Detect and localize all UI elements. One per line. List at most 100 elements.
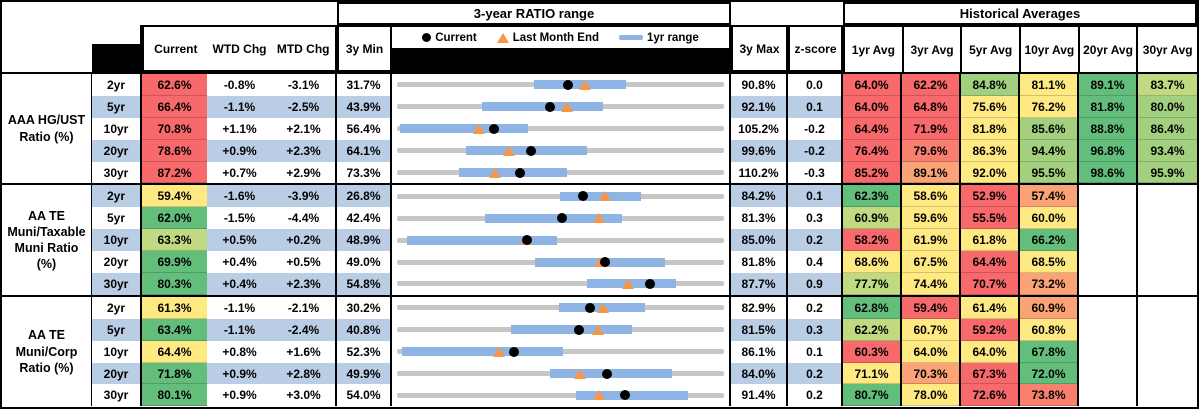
last-month-end-marker bbox=[503, 145, 516, 156]
tenor-cell: 2yr bbox=[92, 296, 142, 319]
3y-min-cell: 54.8% bbox=[337, 273, 392, 295]
historical-avg-cell bbox=[1079, 362, 1138, 385]
historical-avg-cell bbox=[1138, 318, 1197, 341]
historical-avg-cell: 62.8% bbox=[843, 296, 902, 319]
z-score-cell: 0.1 bbox=[788, 185, 843, 208]
historical-avg-cell: 76.2% bbox=[1020, 95, 1079, 118]
range-chart-cell bbox=[392, 74, 731, 96]
range-chart-cell bbox=[392, 340, 731, 363]
historical-avg-cell: 59.6% bbox=[902, 207, 961, 230]
historical-avg-cell bbox=[1079, 185, 1138, 208]
historical-avg-cell: 64.8% bbox=[902, 95, 961, 118]
mtd-chg-cell: -2.1% bbox=[272, 296, 337, 319]
last-month-end-triangle-icon bbox=[496, 32, 509, 43]
wtd-chg-cell: -1.5% bbox=[223, 211, 256, 226]
range-chart-cell bbox=[392, 229, 731, 252]
historical-avg-cell bbox=[1138, 185, 1197, 208]
3y-min-cell: 42.4% bbox=[337, 207, 392, 230]
data-row: 5yr 63.4% -1.1% -2.4% 40.8% 81.5% 0.3 62.2% 60.7… bbox=[92, 318, 1197, 341]
last-month-end-marker bbox=[621, 278, 634, 289]
wtd-chg-cell: +1.1% bbox=[222, 121, 257, 136]
3y-min-cell: 49.0% bbox=[337, 251, 392, 274]
tenor-cell: 20yr bbox=[92, 251, 142, 274]
historical-avg-cell bbox=[1138, 273, 1197, 295]
historical-avg-cell: 72.0% bbox=[1020, 362, 1079, 385]
z-score-cell: 0.2 bbox=[788, 362, 843, 385]
3y-max-cell: 110.2% bbox=[731, 161, 788, 184]
1yr-range-bar bbox=[511, 325, 633, 335]
historical-avg-cell: 75.6% bbox=[961, 95, 1020, 118]
historical-avg-cell: 95.5% bbox=[1020, 161, 1079, 184]
range-banner: 3-year RATIO range bbox=[337, 2, 731, 25]
data-row: 30yr 80.3% +0.4% +2.3% 54.8% 87.7% 0.9 77.7% 74.… bbox=[92, 273, 1197, 295]
3y-max-cell: 90.8% bbox=[731, 74, 788, 96]
group-label: AAA HG/UST Ratio (%) bbox=[2, 74, 92, 184]
1yr-range-bar bbox=[407, 235, 558, 245]
historical-avg-cell: 74.4% bbox=[902, 273, 961, 295]
last-month-end-marker bbox=[596, 302, 609, 313]
historical-avg-cell: 73.8% bbox=[1020, 384, 1079, 407]
range-chart-cell bbox=[392, 318, 731, 341]
historical-avg-cell bbox=[1138, 229, 1197, 252]
3y-max-cell: 86.1% bbox=[731, 340, 788, 363]
current-dot-icon bbox=[422, 33, 432, 42]
current-marker bbox=[522, 235, 533, 246]
historical-avg-cell bbox=[1079, 251, 1138, 274]
historical-avg-cell bbox=[1138, 340, 1197, 363]
3y-max-cell: 84.2% bbox=[731, 185, 788, 208]
current-value-cell: 62.6% bbox=[142, 74, 207, 96]
historical-avg-cell: 60.7% bbox=[902, 318, 961, 341]
current-marker bbox=[573, 324, 584, 335]
mtd-chg-cell: +2.3% bbox=[272, 273, 337, 295]
data-row: 30yr 80.1% +0.9% +3.0% 54.0% 91.4% 0.2 80.7% 78.… bbox=[92, 384, 1197, 407]
z-score-cell: -0.2 bbox=[788, 117, 843, 140]
historical-avg-cell bbox=[1138, 296, 1197, 319]
data-row: 10yr 70.8% +1.1% +2.1% 56.4% 105.2% -0.2 64.4% 7… bbox=[92, 117, 1197, 140]
legend-black-strip bbox=[392, 48, 729, 72]
current-marker bbox=[601, 368, 612, 379]
historical-avg-cell: 62.2% bbox=[902, 74, 961, 96]
tenor-header-white-cap bbox=[92, 25, 140, 44]
data-row: 30yr 87.2% +0.7% +2.9% 73.3% 110.2% -0.3 85.2% 8… bbox=[92, 161, 1197, 184]
current-marker bbox=[525, 145, 536, 156]
z-score-cell: 0.2 bbox=[788, 384, 843, 407]
z-score-cell: 0.2 bbox=[788, 296, 843, 319]
historical-avg-cell bbox=[1079, 340, 1138, 363]
last-month-end-marker bbox=[574, 368, 587, 379]
mtd-chg-cell: -2.4% bbox=[272, 318, 337, 341]
historical-avg-cell: 72.6% bbox=[961, 384, 1020, 407]
historical-avg-cell bbox=[1079, 273, 1138, 295]
z-score-cell: 0.9 bbox=[788, 273, 843, 295]
historical-avg-cell: 79.6% bbox=[902, 139, 961, 162]
3y-min-cell: 73.3% bbox=[337, 161, 392, 184]
range-chart-cell bbox=[392, 95, 731, 118]
current-value-cell: 62.0% bbox=[142, 207, 207, 230]
historical-avg-cell: 60.0% bbox=[1020, 207, 1079, 230]
historical-avg-cell: 64.0% bbox=[902, 340, 961, 363]
tenor-cell: 5yr bbox=[92, 207, 142, 230]
tenor-cell: 30yr bbox=[92, 273, 142, 295]
historical-avg-cell: 77.7% bbox=[843, 273, 902, 295]
historical-avg-cell: 85.2% bbox=[843, 161, 902, 184]
historical-avg-cell: 61.8% bbox=[961, 229, 1020, 252]
group-label-header-spacer bbox=[2, 25, 92, 72]
current-marker bbox=[600, 257, 611, 268]
historical-avg-cell bbox=[1079, 318, 1138, 341]
wtd-chg-cell: -0.8% bbox=[223, 77, 256, 92]
range-chart-cell bbox=[392, 185, 731, 208]
historical-avg-cell: 70.7% bbox=[961, 273, 1020, 295]
historical-avg-cell bbox=[1138, 207, 1197, 230]
1yr-range-bar bbox=[576, 390, 689, 400]
last-month-end-marker bbox=[591, 324, 604, 335]
tenor-cell: 5yr bbox=[92, 95, 142, 118]
tenor-cell: 30yr bbox=[92, 384, 142, 407]
wtd-chg-cell: -1.1% bbox=[207, 318, 272, 341]
historical-avg-cell: 71.1% bbox=[843, 362, 902, 385]
historical-avg-cell: 64.0% bbox=[843, 95, 902, 118]
avg-column-header-3yr: 3yr Avg bbox=[904, 27, 963, 72]
3y-min-cell: 54.0% bbox=[337, 384, 392, 407]
wtd-chg-cell: +0.4% bbox=[222, 255, 257, 270]
historical-avg-cell: 81.8% bbox=[1079, 95, 1138, 118]
wtd-chg-cell: +0.7% bbox=[222, 165, 257, 180]
wtd-chg-cell: -1.1% bbox=[223, 300, 256, 315]
